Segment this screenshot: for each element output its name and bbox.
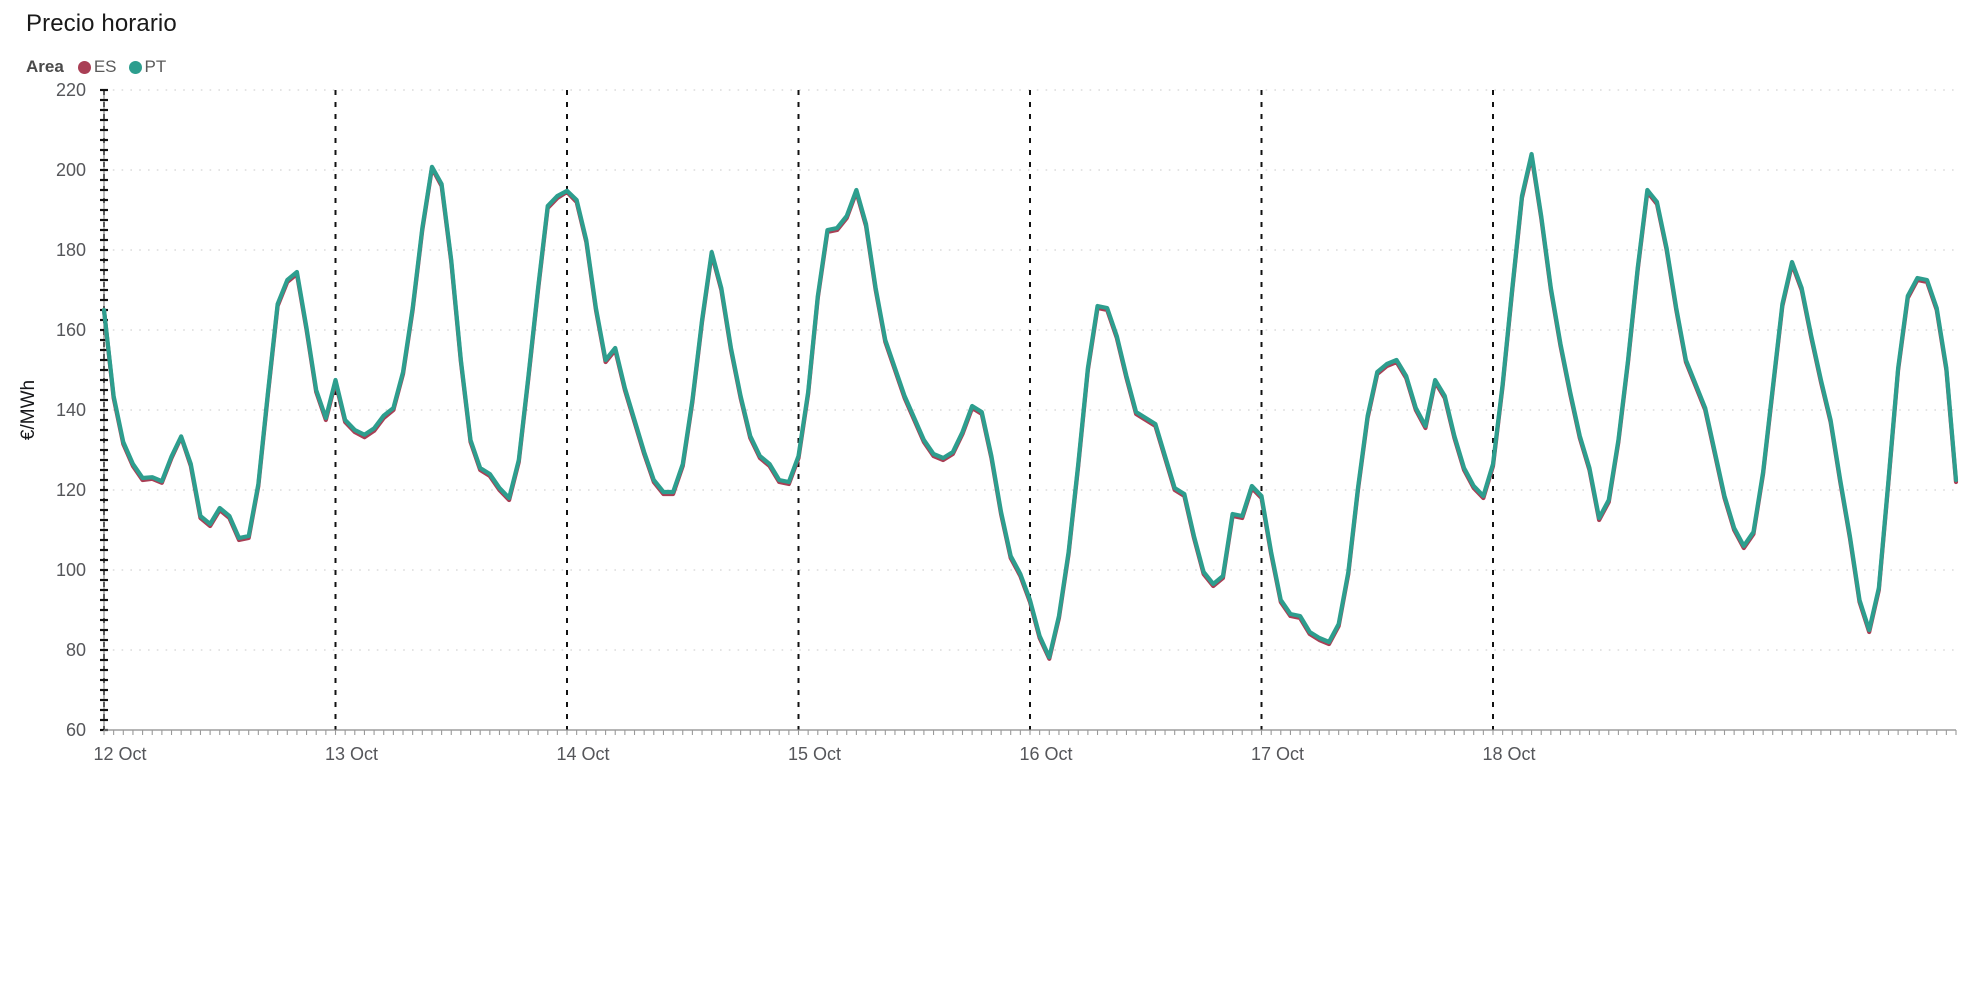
y-tick-label: 200 bbox=[56, 160, 86, 180]
x-tick-label: 16 Oct bbox=[1019, 744, 1072, 764]
x-tick-labels: 12 Oct 13 Oct 14 Oct 15 Oct 16 Oct 17 Oct 18 O… bbox=[93, 744, 1535, 764]
y-tick-label: 100 bbox=[56, 560, 86, 580]
legend: Area ES PT bbox=[26, 57, 178, 77]
x-tick-label: 17 Oct bbox=[1251, 744, 1304, 764]
y-tick-label: 120 bbox=[56, 480, 86, 500]
y-tick-label: 220 bbox=[56, 80, 86, 100]
series-line-pt bbox=[101, 151, 1959, 660]
x-tick-label: 18 Oct bbox=[1482, 744, 1535, 764]
series-lines bbox=[101, 151, 1959, 661]
y-tick-label: 80 bbox=[66, 640, 86, 660]
x-tick-label: 14 Oct bbox=[556, 744, 609, 764]
y-tick-label: 140 bbox=[56, 400, 86, 420]
legend-title: Area bbox=[26, 57, 64, 76]
y-tick-labels: 60 80 100 120 140 160 180 200 220 bbox=[56, 80, 86, 740]
circle-icon-pt bbox=[128, 60, 142, 74]
legend-label-es: ES bbox=[93, 57, 117, 76]
y-tick-label: 180 bbox=[56, 240, 86, 260]
legend-item-es[interactable]: ES bbox=[77, 57, 117, 77]
y-axis-title: €/MWh bbox=[18, 380, 39, 440]
x-tick-label: 13 Oct bbox=[325, 744, 378, 764]
x-tick-label: 15 Oct bbox=[788, 744, 841, 764]
y-tick-label: 60 bbox=[66, 720, 86, 740]
circle-icon-es bbox=[77, 60, 91, 74]
y-tick-label: 160 bbox=[56, 320, 86, 340]
legend-item-pt[interactable]: PT bbox=[128, 57, 167, 77]
x-tick-label: 12 Oct bbox=[93, 744, 146, 764]
page-title: Precio horario bbox=[26, 10, 177, 37]
y-axis-title-label: €/MWh bbox=[18, 380, 39, 440]
legend-label-pt: PT bbox=[144, 57, 167, 76]
gridlines bbox=[104, 89, 1956, 651]
axes bbox=[100, 88, 1957, 735]
